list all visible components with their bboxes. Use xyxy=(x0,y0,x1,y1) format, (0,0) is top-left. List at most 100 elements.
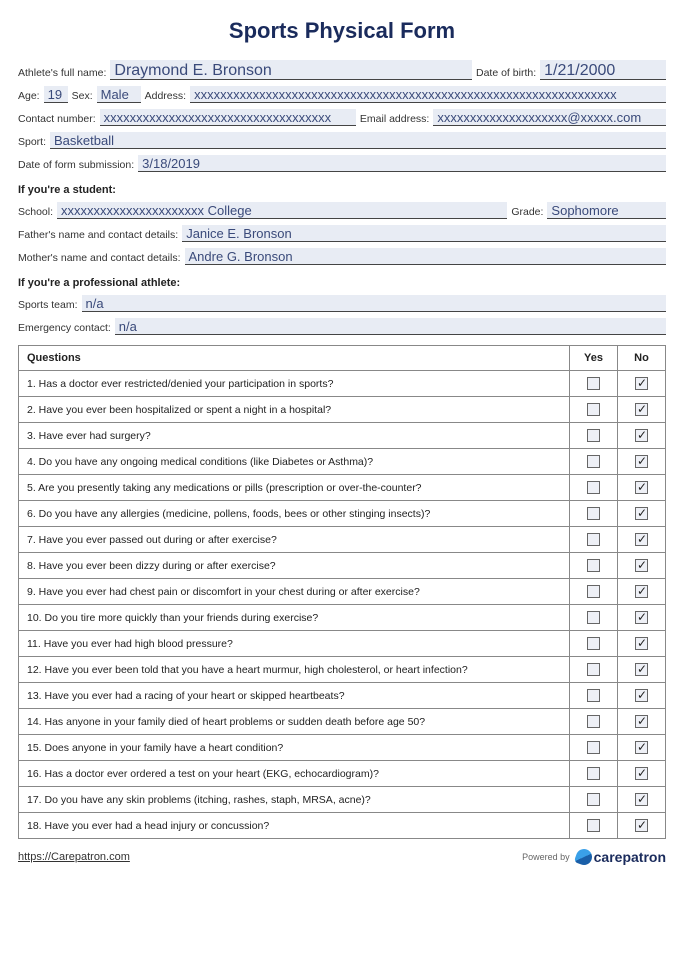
field-emergency[interactable]: n/a xyxy=(115,318,666,335)
checkbox-no[interactable] xyxy=(635,611,648,624)
answer-yes[interactable] xyxy=(570,501,618,527)
checkbox-yes[interactable] xyxy=(587,429,600,442)
answer-no[interactable] xyxy=(618,735,666,761)
answer-no[interactable] xyxy=(618,553,666,579)
checkbox-yes[interactable] xyxy=(587,715,600,728)
checkbox-yes[interactable] xyxy=(587,481,600,494)
label-grade: Grade: xyxy=(511,206,543,219)
checkbox-no[interactable] xyxy=(635,481,648,494)
checkbox-yes[interactable] xyxy=(587,767,600,780)
checkbox-yes[interactable] xyxy=(587,559,600,572)
field-fullname[interactable]: Draymond E. Bronson xyxy=(110,60,472,80)
question-row: 5. Are you presently taking any medicati… xyxy=(19,475,666,501)
answer-yes[interactable] xyxy=(570,449,618,475)
checkbox-yes[interactable] xyxy=(587,455,600,468)
checkbox-yes[interactable] xyxy=(587,403,600,416)
answer-no[interactable] xyxy=(618,423,666,449)
answer-no[interactable] xyxy=(618,527,666,553)
checkbox-no[interactable] xyxy=(635,585,648,598)
answer-no[interactable] xyxy=(618,579,666,605)
checkbox-no[interactable] xyxy=(635,689,648,702)
field-father[interactable]: Janice E. Bronson xyxy=(182,225,666,242)
answer-no[interactable] xyxy=(618,397,666,423)
checkbox-no[interactable] xyxy=(635,767,648,780)
checkbox-yes[interactable] xyxy=(587,819,600,832)
checkbox-yes[interactable] xyxy=(587,377,600,390)
checkbox-no[interactable] xyxy=(635,741,648,754)
checkbox-yes[interactable] xyxy=(587,663,600,676)
field-email[interactable]: xxxxxxxxxxxxxxxxxxxx@xxxxx.com xyxy=(433,109,666,126)
answer-yes[interactable] xyxy=(570,553,618,579)
answer-no[interactable] xyxy=(618,657,666,683)
answer-no[interactable] xyxy=(618,813,666,839)
field-team[interactable]: n/a xyxy=(82,295,666,312)
answer-no[interactable] xyxy=(618,761,666,787)
checkbox-yes[interactable] xyxy=(587,793,600,806)
answer-yes[interactable] xyxy=(570,527,618,553)
field-age[interactable]: 19 xyxy=(44,86,68,103)
answer-no[interactable] xyxy=(618,449,666,475)
checkbox-no[interactable] xyxy=(635,533,648,546)
checkbox-yes[interactable] xyxy=(587,611,600,624)
answer-no[interactable] xyxy=(618,631,666,657)
checkbox-yes[interactable] xyxy=(587,533,600,546)
answer-no[interactable] xyxy=(618,371,666,397)
answer-yes[interactable] xyxy=(570,657,618,683)
field-mother[interactable]: Andre G. Bronson xyxy=(185,248,666,265)
field-submission[interactable]: 3/18/2019 xyxy=(138,155,666,172)
field-school[interactable]: xxxxxxxxxxxxxxxxxxxxxx College xyxy=(57,202,507,219)
checkbox-yes[interactable] xyxy=(587,585,600,598)
answer-no[interactable] xyxy=(618,501,666,527)
checkbox-no[interactable] xyxy=(635,377,648,390)
answer-yes[interactable] xyxy=(570,423,618,449)
answer-yes[interactable] xyxy=(570,579,618,605)
field-address[interactable]: xxxxxxxxxxxxxxxxxxxxxxxxxxxxxxxxxxxxxxxx… xyxy=(190,86,666,103)
question-row: 2. Have you ever been hospitalized or sp… xyxy=(19,397,666,423)
field-contact[interactable]: xxxxxxxxxxxxxxxxxxxxxxxxxxxxxxxxxxx xyxy=(100,109,356,126)
answer-yes[interactable] xyxy=(570,683,618,709)
checkbox-yes[interactable] xyxy=(587,507,600,520)
answer-no[interactable] xyxy=(618,475,666,501)
answer-no[interactable] xyxy=(618,605,666,631)
checkbox-no[interactable] xyxy=(635,819,648,832)
checkbox-no[interactable] xyxy=(635,793,648,806)
answer-yes[interactable] xyxy=(570,787,618,813)
answer-no[interactable] xyxy=(618,709,666,735)
answer-yes[interactable] xyxy=(570,735,618,761)
question-text: 14. Has anyone in your family died of he… xyxy=(19,709,570,735)
answer-yes[interactable] xyxy=(570,475,618,501)
footer-url[interactable]: https://Carepatron.com xyxy=(18,851,130,863)
answer-yes[interactable] xyxy=(570,761,618,787)
answer-no[interactable] xyxy=(618,683,666,709)
answer-yes[interactable] xyxy=(570,605,618,631)
question-text: 4. Do you have any ongoing medical condi… xyxy=(19,449,570,475)
field-grade[interactable]: Sophomore xyxy=(547,202,666,219)
label-contact: Contact number: xyxy=(18,113,96,126)
answer-yes[interactable] xyxy=(570,709,618,735)
answer-yes[interactable] xyxy=(570,397,618,423)
checkbox-yes[interactable] xyxy=(587,741,600,754)
question-row: 12. Have you ever been told that you hav… xyxy=(19,657,666,683)
field-dob[interactable]: 1/21/2000 xyxy=(540,60,666,80)
answer-yes[interactable] xyxy=(570,631,618,657)
question-row: 11. Have you ever had high blood pressur… xyxy=(19,631,666,657)
question-row: 15. Does anyone in your family have a he… xyxy=(19,735,666,761)
answer-no[interactable] xyxy=(618,787,666,813)
answer-yes[interactable] xyxy=(570,371,618,397)
checkbox-no[interactable] xyxy=(635,715,648,728)
answer-yes[interactable] xyxy=(570,813,618,839)
checkbox-no[interactable] xyxy=(635,455,648,468)
checkbox-no[interactable] xyxy=(635,559,648,572)
checkbox-no[interactable] xyxy=(635,507,648,520)
checkbox-yes[interactable] xyxy=(587,689,600,702)
checkbox-no[interactable] xyxy=(635,663,648,676)
field-sex[interactable]: Male xyxy=(97,86,141,103)
checkbox-no[interactable] xyxy=(635,429,648,442)
checkbox-no[interactable] xyxy=(635,403,648,416)
question-text: 16. Has a doctor ever ordered a test on … xyxy=(19,761,570,787)
field-sport[interactable]: Basketball xyxy=(50,132,666,149)
checkbox-no[interactable] xyxy=(635,637,648,650)
question-row: 7. Have you ever passed out during or af… xyxy=(19,527,666,553)
col-no: No xyxy=(618,346,666,371)
checkbox-yes[interactable] xyxy=(587,637,600,650)
